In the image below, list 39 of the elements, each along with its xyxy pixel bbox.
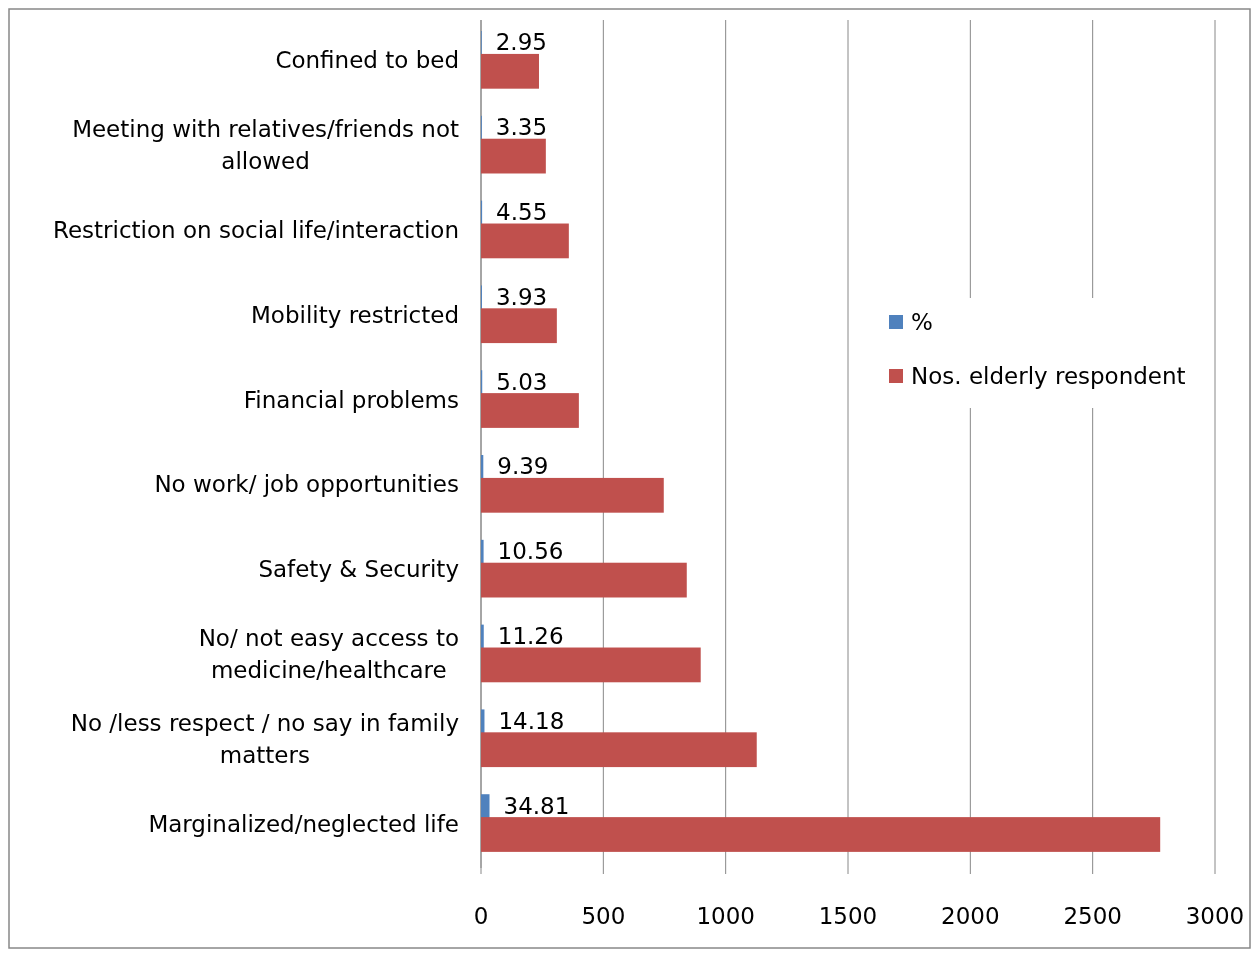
y-tick-label: No/ not easy access to medicine/healthcare [198,625,459,683]
data-label: 2.95 [495,29,547,56]
bar [481,477,664,513]
data-label: 3.35 [495,114,548,141]
legend-label: Nos. elderly respondent [911,363,1186,389]
x-tick-label: 500 [581,903,626,929]
y-tick-label: Mobility restricted [251,301,460,328]
data-label: 34.81 [503,792,570,819]
data-label: 10.56 [497,538,564,565]
x-tick-label: 2500 [1063,903,1122,929]
bar [481,817,1161,852]
x-tick-label: 3000 [1185,903,1245,929]
data-label: 14.18 [498,707,565,734]
bar [481,223,569,259]
bar [481,647,701,683]
legend-label: % [911,309,933,335]
y-tick-label: Restriction on social life/interaction [53,217,460,243]
y-tick-label: Financial problems [243,386,460,413]
y-tick-label: Meeting with relatives/friends not allowed [72,116,459,175]
bar [481,732,757,768]
data-label: 11.26 [497,623,564,650]
bar [481,308,557,344]
bar [481,53,539,89]
data-label: 5.03 [496,368,548,395]
data-label: 9.39 [497,453,549,480]
y-tick-label: Marginalized/neglected life [148,810,459,837]
y-tick-label: Confined to bed [275,47,459,74]
data-label: 3.93 [495,283,548,310]
x-tick-label: 1000 [696,903,755,929]
y-tick-label: No work/ job opportunities [154,471,460,498]
y-tick-label: Safety & Security [258,556,459,583]
x-tick-label: 0 [473,903,489,929]
data-label: 4.55 [496,199,548,226]
bar [481,393,579,428]
y-tick-label: No /less respect / no say in family matters [70,709,459,768]
bar [481,562,687,598]
bar [481,138,546,174]
x-tick-label: 2000 [941,903,1000,929]
x-tick-label: 1500 [818,903,878,929]
